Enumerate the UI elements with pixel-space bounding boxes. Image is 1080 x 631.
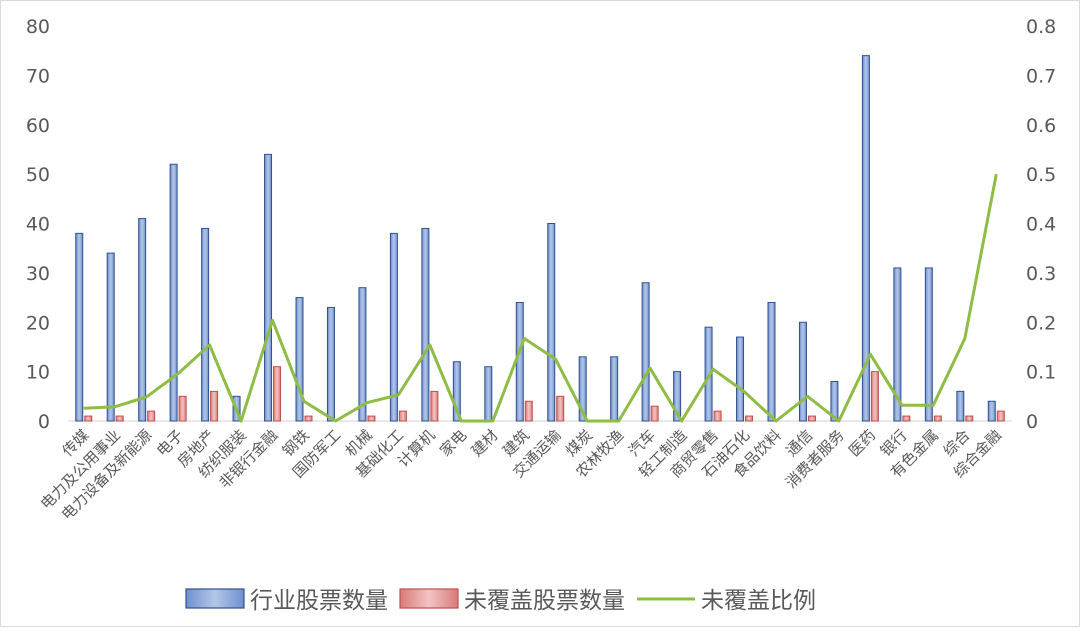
bar-uncovered-count [996,410,1005,422]
y-right-tick-label: 0.3 [1026,263,1056,285]
bar-industry-count [201,227,210,422]
bar-uncovered-count [524,400,533,422]
bar-industry-count [75,232,84,422]
x-tick-labels: 传媒电力及公用事业电力设备及新能源电子房地产纺织服装非银行金融钢铁国防军工机械基… [37,426,1005,524]
bar-uncovered-count [178,395,187,422]
legend-industry-count-swatch [185,588,245,609]
bar-industry-count [893,267,902,422]
bar-uncovered-count [745,415,754,422]
bar-industry-count [610,356,619,422]
bar-uncovered-count [147,410,156,422]
bar-uncovered-count [713,410,722,422]
bar-industry-count [106,252,115,422]
y-left-tick-label: 20 [26,312,50,334]
bar-uncovered-count [933,415,942,422]
y-left-tick-label: 0 [38,411,50,433]
bar-uncovered-count [965,415,974,422]
ratio-line [83,173,998,423]
bar-industry-count [547,223,556,422]
legend: 行业股票数量 未覆盖股票数量 未覆盖比例 [185,588,816,614]
bar-industry-count [736,336,745,422]
bar-industry-count [484,366,493,422]
y-right-tick-label: 0.6 [1026,115,1056,137]
y-left-tick-label: 40 [26,214,50,236]
bar-uncovered-count [367,415,376,422]
bar-industry-count [326,306,335,422]
y-right-tick-label: 0 [1026,411,1038,433]
y-left-tick-label: 60 [26,115,50,137]
legend-uncovered-count-label: 未覆盖股票数量 [464,588,625,614]
bar-industry-count [861,55,870,422]
y-right-tick-label: 0.8 [1026,16,1056,38]
bar-industry-count [641,282,650,422]
bar-industry-count [987,400,996,422]
x-tick-label: 消费者服务 [782,426,848,492]
y-right-tick-label: 0.1 [1026,362,1056,384]
y-right-tick-label: 0.4 [1026,214,1056,236]
y-right-tick-label: 0.5 [1026,164,1056,186]
bar-industry-count [138,218,147,422]
ratio-line-group [83,173,998,423]
bar-industry-count [169,163,178,422]
y-left-tick-label: 50 [26,164,50,186]
bar-uncovered-count [210,390,219,422]
bar-industry-count [578,356,587,422]
y-left-tick-label: 70 [26,65,50,87]
bar-uncovered-count [304,415,313,422]
bar-industry-count [956,390,965,422]
bar-uncovered-count [115,415,124,422]
bar-uncovered-count [398,410,407,422]
bar-uncovered-count [870,371,879,422]
y-left-tick-label: 80 [26,16,50,38]
bar-industry-count [767,302,776,422]
legend-uncovered-ratio-label: 未覆盖比例 [701,588,816,614]
bar-uncovered-count [807,415,816,422]
bar-industry-count [264,153,273,422]
bar-industry-count [295,297,304,422]
bar-industry-count [421,227,430,422]
bar-industry-count [673,371,682,422]
bar-uncovered-count [430,390,439,422]
bar-uncovered-count [650,405,659,422]
bar-uncovered-count [84,415,93,422]
bar-uncovered-count [556,395,565,422]
x-tick-label: 医药 [845,426,879,460]
bar-industry-count [452,361,461,422]
y-left-tick-label: 30 [26,263,50,285]
legend-uncovered-count-swatch [399,588,459,609]
y-left-tick-label: 10 [26,362,50,384]
x-tick-label: 家电 [436,426,470,460]
axes: 0 10 20 30 40 50 60 70 80 0 0.1 0.2 0.3 0.4 0.5 0.6 0.7 0… [26,16,1056,433]
bar-industry-count [358,287,367,422]
bar-industry-count [830,381,839,422]
bar-uncovered-count [902,415,911,422]
y-right-tick-label: 0.7 [1026,65,1056,87]
bar-industry-count [924,267,933,422]
bar-uncovered-count [273,366,282,422]
bar-industry-count [515,302,524,422]
bar-industry-count [389,232,398,422]
y-right-tick-label: 0.2 [1026,312,1056,334]
legend-industry-count-label: 行业股票数量 [250,588,388,614]
bar-industry-count [798,321,807,422]
x-tick-label: 建材 [468,426,502,460]
